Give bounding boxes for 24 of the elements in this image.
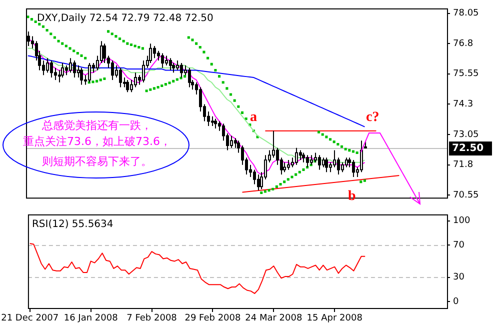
annotation: 总感觉美指还有一跌， [41,119,153,133]
x-tick-label: 29 Feb 2008 [184,314,241,324]
x-tick-label: 7 Feb 2008 [126,314,178,324]
y-tick-label: 76.8 [453,38,474,49]
y-tick-label: 78.05 [453,8,479,19]
y-tick-label: 71.8 [453,160,474,170]
x-tick-label: 16 Jan 2008 [64,314,118,324]
chart-title: DXY,Daily 72.54 72.79 72.48 72.50 [37,12,214,24]
ref-line-label: 72.50 [452,143,484,154]
annotation: a [250,110,257,126]
y-tick-label: 73.05 [453,130,479,140]
annotation: 则短期不容易下来了。 [41,155,153,169]
y-tick-label: 100 [453,216,470,226]
y-tick-label: 75.55 [453,69,479,80]
y-tick-label: 0 [453,296,459,307]
y-tick-label: 70.55 [453,190,479,201]
x-tick-label: 15 Apr 2008 [306,314,363,324]
y-tick-label: 74.3 [453,100,474,110]
x-tick-label: 24 Mar 2008 [245,314,302,324]
y-tick-label: 30 [453,272,465,283]
chart-title: RSI(12) 55.5634 [32,218,114,230]
y-tick-label: 70 [453,240,465,250]
x-tick-label: 21 Dec 2007 [1,314,59,324]
annotation: c? [366,110,380,126]
